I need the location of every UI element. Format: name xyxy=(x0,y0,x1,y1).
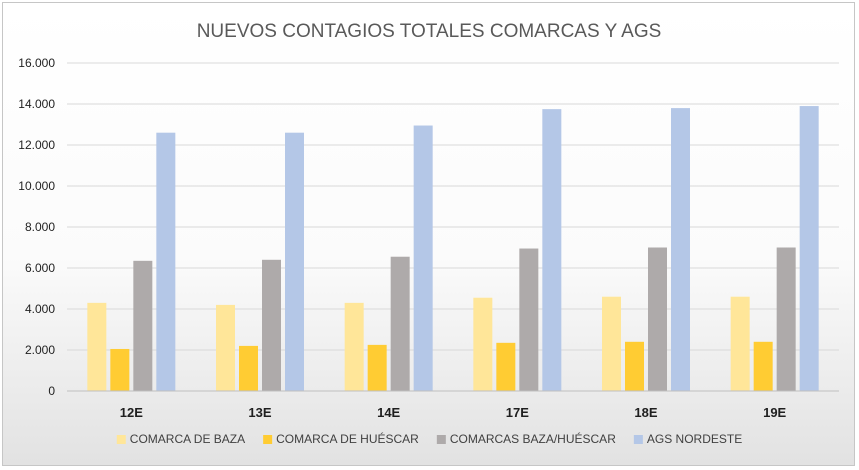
legend-swatch-comarca-de-baza xyxy=(116,435,126,444)
y-tick-label: 0 xyxy=(48,384,55,398)
bar-comarca-de-hu-scar-19e xyxy=(753,341,773,391)
bar-chart: NUEVOS CONTAGIOS TOTALES COMARCAS Y AGS … xyxy=(18,21,839,446)
bar-comarca-de-hu-scar-17e xyxy=(496,342,516,391)
x-tick-label: 19E xyxy=(763,405,786,420)
bar-comarcas-baza-hu-scar-13e xyxy=(262,259,281,391)
legend-label-comarca-de-baza: COMARCA DE BAZA xyxy=(130,432,245,446)
bars xyxy=(87,106,819,392)
legend: COMARCA DE BAZA COMARCA DE HUÉSCAR COMARCA… xyxy=(116,431,742,446)
y-axis-ticks: 0 2.000 4.000 6.000 8.000 10.000 12.000 14.000 1… xyxy=(18,56,55,398)
bar-ags-nordeste-14e xyxy=(413,125,433,392)
bar-comarca-de-baza-13e xyxy=(216,304,235,391)
y-tick-label: 14.000 xyxy=(18,97,55,111)
bar-ags-nordeste-13e xyxy=(285,132,304,391)
bar-comarca-de-baza-18e xyxy=(602,296,621,391)
y-tick-label: 12.000 xyxy=(18,138,55,152)
legend-swatch-comarca-de-hu-scar xyxy=(263,435,273,444)
y-tick-label: 6.000 xyxy=(25,261,55,275)
bar-ags-nordeste-17e xyxy=(542,109,562,391)
y-tick-label: 2.000 xyxy=(25,343,55,357)
legend-label-comarcas-baza-hu-scar: COMARCAS BAZA/HUÉSCAR xyxy=(450,431,616,446)
x-tick-label: 13E xyxy=(248,405,271,420)
bar-ags-nordeste-18e xyxy=(671,108,690,391)
x-tick-label: 17E xyxy=(506,405,529,420)
gridlines xyxy=(67,62,839,351)
y-tick-label: 10.000 xyxy=(18,179,55,193)
bar-comarca-de-baza-17e xyxy=(473,297,493,391)
bar-ags-nordeste-12e xyxy=(156,132,176,391)
legend-swatch-ags-nordeste xyxy=(633,435,643,444)
bar-comarca-de-baza-19e xyxy=(730,296,750,391)
y-tick-label: 8.000 xyxy=(25,220,55,234)
bar-comarcas-baza-hu-scar-14e xyxy=(390,256,410,391)
bar-comarcas-baza-hu-scar-19e xyxy=(776,247,796,391)
x-tick-label: 12E xyxy=(120,405,143,420)
bar-comarca-de-hu-scar-12e xyxy=(110,348,130,391)
bar-comarca-de-hu-scar-14e xyxy=(367,344,387,391)
bar-ags-nordeste-19e xyxy=(799,106,819,392)
bar-comarcas-baza-hu-scar-17e xyxy=(519,248,539,391)
legend-label-ags-nordeste: AGS NORDESTE xyxy=(647,432,742,446)
x-tick-label: 14E xyxy=(377,405,400,420)
bar-comarcas-baza-hu-scar-18e xyxy=(648,247,667,391)
chart-title: NUEVOS CONTAGIOS TOTALES COMARCAS Y AGS xyxy=(197,21,662,42)
bar-comarca-de-baza-14e xyxy=(344,302,364,391)
y-tick-label: 16.000 xyxy=(18,56,55,70)
bar-comarca-de-baza-12e xyxy=(87,302,107,391)
x-tick-label: 18E xyxy=(634,405,657,420)
bar-comarcas-baza-hu-scar-12e xyxy=(133,260,153,391)
y-tick-label: 4.000 xyxy=(25,302,55,316)
bar-comarca-de-hu-scar-18e xyxy=(625,341,644,391)
bar-comarca-de-hu-scar-13e xyxy=(239,345,258,391)
legend-label-comarca-de-hu-scar: COMARCA DE HUÉSCAR xyxy=(276,431,419,446)
x-axis-ticks: 12E 13E 14E 17E 18E 19E xyxy=(120,405,787,420)
legend-swatch-comarcas-baza-hu-scar xyxy=(436,435,446,444)
